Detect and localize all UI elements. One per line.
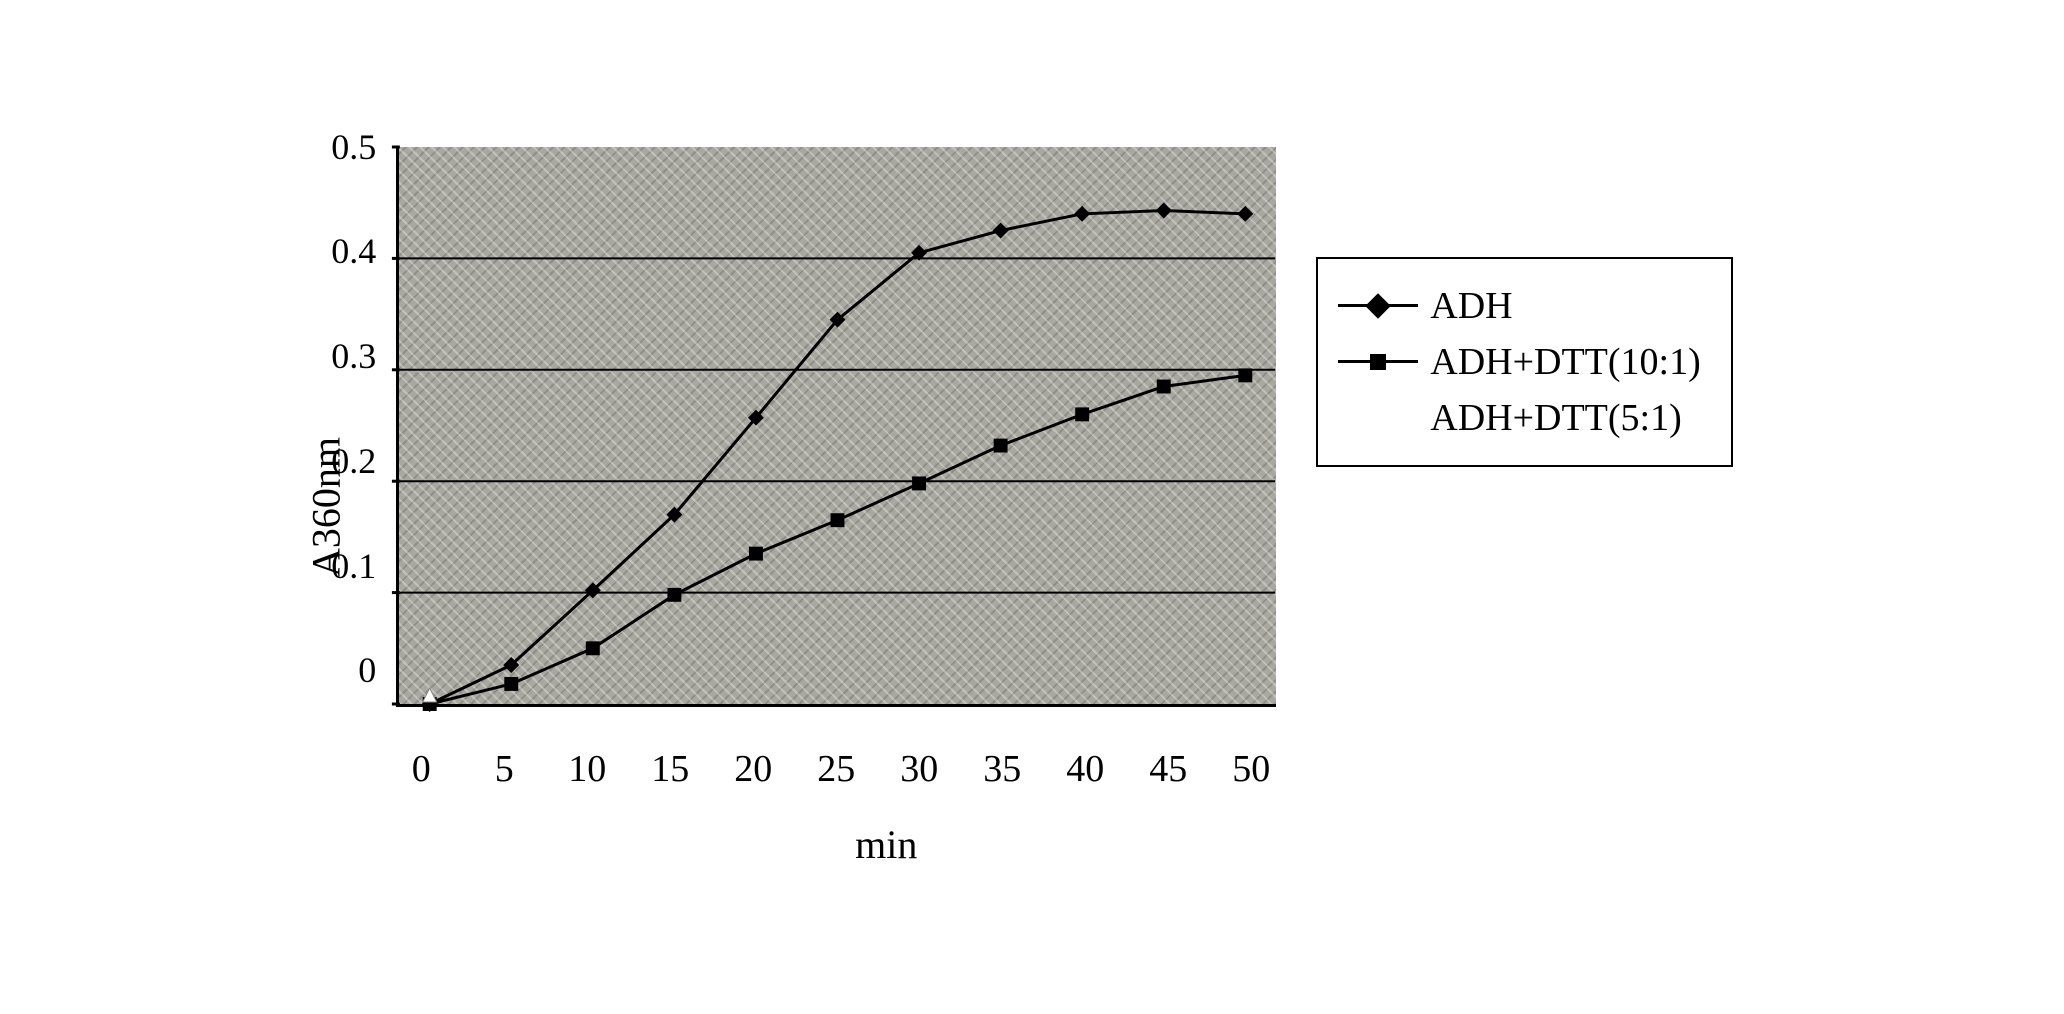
x-axis-ticks: 0 5 10 15 20 25 30 35 40 45 50: [396, 747, 1276, 791]
legend-line: [1338, 360, 1418, 363]
chart-svg: [399, 147, 1276, 704]
x-axis-label: min: [396, 821, 1276, 868]
y-axis-ticks: 0.5 0.4 0.3 0.2 0.1 0: [331, 147, 396, 707]
ytick: 0.3: [331, 338, 376, 374]
xtick: 40: [1060, 747, 1110, 791]
legend-label: ADH+DTT(5:1): [1430, 396, 1682, 440]
diamond-marker-icon: [1366, 293, 1391, 318]
xtick: 15: [645, 747, 695, 791]
xtick: 50: [1226, 747, 1276, 791]
xtick: 45: [1143, 747, 1193, 791]
legend-label: ADH: [1430, 284, 1512, 328]
legend-item: ADH+DTT(10:1): [1338, 340, 1701, 384]
square-marker-icon: [1370, 354, 1386, 370]
ytick: 0.4: [331, 233, 376, 269]
legend-label: ADH+DTT(10:1): [1430, 340, 1701, 384]
xtick: 0: [396, 747, 446, 791]
xtick: 5: [479, 747, 529, 791]
xtick: 20: [728, 747, 778, 791]
xtick: 25: [811, 747, 861, 791]
legend-item: ADH: [1338, 284, 1701, 328]
chart-container: A360nm 0.5 0.4 0.3 0.2 0.1 0 0 5 10 15 2…: [331, 147, 1733, 868]
plot-wrap: 0 5 10 15 20 25 30 35 40 45 50 min: [396, 147, 1276, 868]
ytick: 0.1: [331, 548, 376, 584]
legend: ADH ADH+DTT(10:1) ADH+DTT(5:1): [1316, 257, 1733, 467]
plot-area: [396, 147, 1276, 707]
ytick: 0.5: [331, 129, 376, 165]
chart-main: A360nm 0.5 0.4 0.3 0.2 0.1 0 0 5 10 15 2…: [331, 147, 1276, 868]
ytick: 0: [358, 652, 376, 688]
ytick: 0.2: [331, 443, 376, 479]
xtick: 10: [562, 747, 612, 791]
legend-item: ADH+DTT(5:1): [1338, 396, 1701, 440]
legend-line: [1338, 304, 1418, 307]
xtick: 35: [977, 747, 1027, 791]
xtick: 30: [894, 747, 944, 791]
